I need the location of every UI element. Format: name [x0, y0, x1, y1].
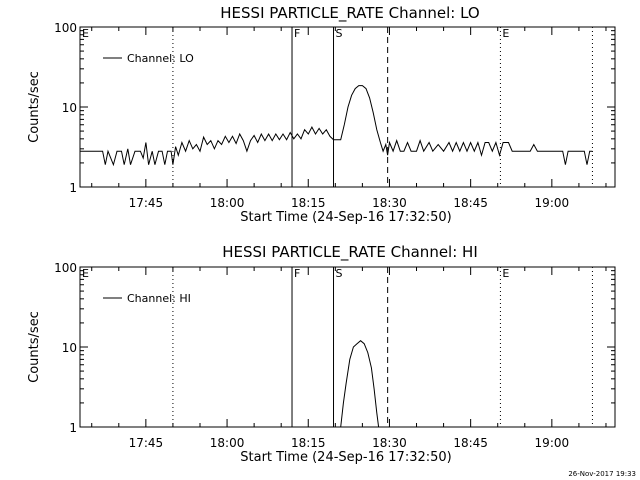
- x-tick-label: 18:30: [372, 436, 407, 450]
- x-tick-label: 17:45: [129, 196, 164, 210]
- flag-label: F: [294, 267, 300, 280]
- x-tick-label: 17:45: [129, 436, 164, 450]
- y-tick-label: 100: [54, 21, 77, 35]
- flag-label: E: [502, 267, 509, 280]
- y-tick-label: 10: [62, 101, 77, 115]
- series-line-lo: [80, 85, 593, 167]
- plot-frame: [79, 26, 616, 188]
- y-tick-label: 10: [62, 341, 77, 355]
- footer-timestamp: 26-Nov-2017 19:33: [568, 470, 636, 478]
- chart-title: HESSI PARTICLE_RATE Channel: LO: [220, 4, 479, 23]
- axis-ticks: 17:45 18:00 18:15 18:30 18:45 19:00 1 10 100: [54, 261, 615, 450]
- x-axis-label: Start Time (24-Sep-16 17:32:50): [240, 210, 451, 225]
- flag-label: E: [82, 27, 89, 40]
- chart-panel-lo: HESSI PARTICLE_RATE Channel: LO E F S E 17:…: [27, 4, 616, 225]
- axis-ticks: 17:45 18:00 18:15 18:30 18:45 19:00 1 10 100: [54, 21, 615, 210]
- flag-label: F: [294, 27, 300, 40]
- x-tick-label: 18:00: [210, 196, 245, 210]
- legend-label: Channel: HI: [127, 292, 191, 305]
- x-tick-label: 18:15: [291, 436, 326, 450]
- flag-label: E: [502, 27, 509, 40]
- flag-label: S: [336, 27, 343, 40]
- x-tick-label: 18:30: [372, 196, 407, 210]
- chart-panel-hi: HESSI PARTICLE_RATE Channel: HI E F S E 17:…: [27, 243, 616, 465]
- y-axis-label: Counts/sec: [27, 71, 42, 143]
- x-tick-label: 19:00: [535, 436, 570, 450]
- flag-label: E: [82, 267, 89, 280]
- y-axis-label: Counts/sec: [27, 311, 42, 383]
- x-axis-label: Start Time (24-Sep-16 17:32:50): [240, 450, 451, 465]
- y-tick-label: 100: [54, 261, 77, 275]
- x-tick-label: 19:00: [535, 196, 570, 210]
- legend-label: Channel: LO: [127, 52, 194, 65]
- series-line-hi: [340, 340, 380, 428]
- y-tick-label: 1: [69, 421, 77, 435]
- x-tick-label: 18:15: [291, 196, 326, 210]
- x-tick-label: 18:45: [453, 436, 488, 450]
- x-tick-label: 18:45: [453, 196, 488, 210]
- y-tick-label: 1: [69, 181, 77, 195]
- chart-title: HESSI PARTICLE_RATE Channel: HI: [222, 243, 478, 262]
- x-tick-label: 18:00: [210, 436, 245, 450]
- flag-label: S: [336, 267, 343, 280]
- plot-frame: [79, 266, 616, 428]
